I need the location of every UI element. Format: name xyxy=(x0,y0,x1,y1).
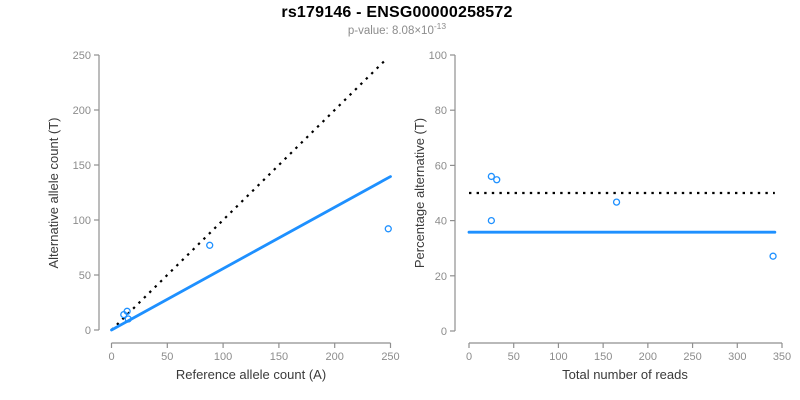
right-xaxis-label: Total number of reads xyxy=(562,367,688,382)
figure-subtitle: p-value: 8.08×10-13 xyxy=(0,22,794,37)
x-tick-label: 0 xyxy=(108,351,114,363)
data-point xyxy=(493,176,501,184)
y-tick-label: 20 xyxy=(435,271,447,283)
x-tick-label: 300 xyxy=(728,351,746,363)
y-tick-label: 80 xyxy=(435,105,447,117)
y-tick-label: 40 xyxy=(435,216,447,228)
right-scatter-plot: 0 50 100 150 200 250 300 350 0 20 40 60 80 100 Total … xyxy=(412,50,791,382)
fitted-allelic-ratio-line xyxy=(110,175,392,332)
x-tick-label: 350 xyxy=(773,351,791,363)
data-point xyxy=(487,216,496,225)
x-tick-label: 0 xyxy=(466,351,472,363)
x-tick-label: 150 xyxy=(594,351,612,363)
x-tick-label: 200 xyxy=(639,351,657,363)
right-yaxis-label: Percentage alternative (T) xyxy=(412,118,427,268)
y-tick-label: 200 xyxy=(73,105,91,117)
data-point xyxy=(487,172,496,181)
pvalue-text: p-value: 8.08×10 xyxy=(347,25,434,37)
y-tick-label: 150 xyxy=(73,160,91,172)
data-point xyxy=(123,307,131,315)
x-tick-label: 200 xyxy=(326,351,344,363)
data-point xyxy=(384,225,392,233)
x-tick-label: 250 xyxy=(683,351,701,363)
x-tick-label: 50 xyxy=(508,351,520,363)
y-tick-label: 0 xyxy=(85,325,91,337)
left-xaxis-label: Reference allele count (A) xyxy=(176,367,326,382)
y-tick-label: 50 xyxy=(79,270,91,282)
x-tick-label: 50 xyxy=(161,351,173,363)
left-yaxis-label: Alternative allele count (T) xyxy=(46,117,61,268)
y-tick-label: 250 xyxy=(73,50,91,62)
x-tick-label: 100 xyxy=(549,351,567,363)
data-point xyxy=(206,241,214,249)
left-scatter-plot: 0 50 100 150 200 250 0 50 100 150 200 250 Reference… xyxy=(46,50,400,382)
x-tick-label: 250 xyxy=(381,351,399,363)
right-plot-dynamic-layer: 0 50 100 150 200 250 300 350 0 20 40 60 80 100 xyxy=(429,50,792,363)
x-tick-label: 100 xyxy=(214,351,232,363)
left-plot-dynamic-layer: 0 50 100 150 200 250 0 50 100 150 200 250 xyxy=(73,50,400,363)
data-point xyxy=(769,252,777,260)
data-point xyxy=(612,198,621,206)
figure-title: rs179146 - ENSG00000258572 xyxy=(281,4,513,21)
data-point xyxy=(124,315,132,323)
x-tick-label: 150 xyxy=(270,351,288,363)
y-tick-label: 60 xyxy=(435,160,447,172)
pvalue-exponent: -13 xyxy=(433,21,447,32)
y-tick-label: 100 xyxy=(73,215,91,227)
y-tick-label: 100 xyxy=(429,50,447,62)
y-tick-label: 0 xyxy=(441,326,447,338)
identity-expected-1to1-line xyxy=(110,57,388,331)
